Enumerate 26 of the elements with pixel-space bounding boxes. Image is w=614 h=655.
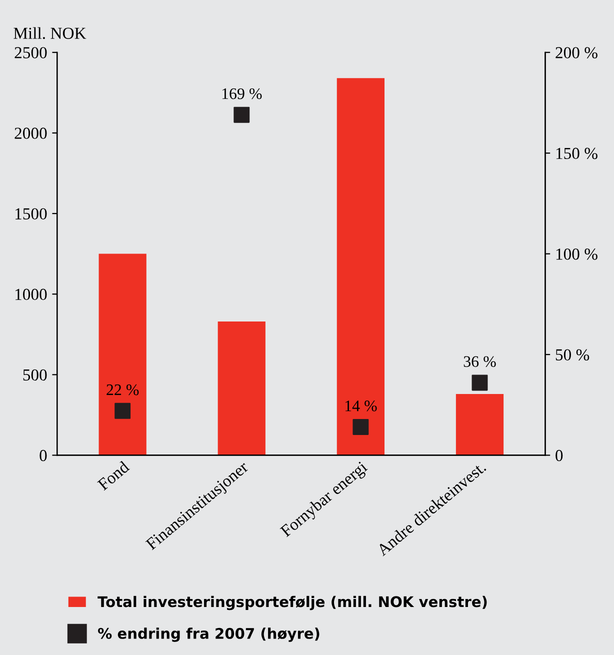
bar xyxy=(98,254,146,456)
y-tick-label: 2500 xyxy=(14,47,47,58)
data-label: 36 % xyxy=(464,356,496,368)
bar xyxy=(336,78,385,456)
point xyxy=(114,402,131,419)
y-tick-label: 0 xyxy=(40,450,47,462)
y2-tick-label: 50 % xyxy=(556,349,590,361)
point xyxy=(472,374,488,391)
y2-tick-label: 200 % xyxy=(556,47,598,58)
legend-label: Total investeringsportefølje (mill. NOK venstre) xyxy=(98,596,487,610)
y-tick-label: 1000 xyxy=(16,288,47,300)
data-label: 169 % xyxy=(222,88,262,100)
y-tick-label: 1500 xyxy=(16,208,47,220)
y-axis-title: Mill. NOK xyxy=(14,27,86,40)
point xyxy=(352,419,369,436)
y2-tick-label: 0 xyxy=(556,450,563,462)
y2-tick-label: 150 % xyxy=(556,148,598,160)
point xyxy=(234,106,250,123)
bar xyxy=(456,394,504,456)
data-label: 22 % xyxy=(106,384,139,396)
y-tick-label: 500 xyxy=(23,369,47,381)
y-tick-label: 2000 xyxy=(14,128,47,139)
legend-label: % endring fra 2007 (høyre) xyxy=(98,628,320,642)
bar xyxy=(218,321,266,456)
data-label: 14 % xyxy=(345,400,377,412)
y2-tick-label: 100 % xyxy=(556,248,598,260)
